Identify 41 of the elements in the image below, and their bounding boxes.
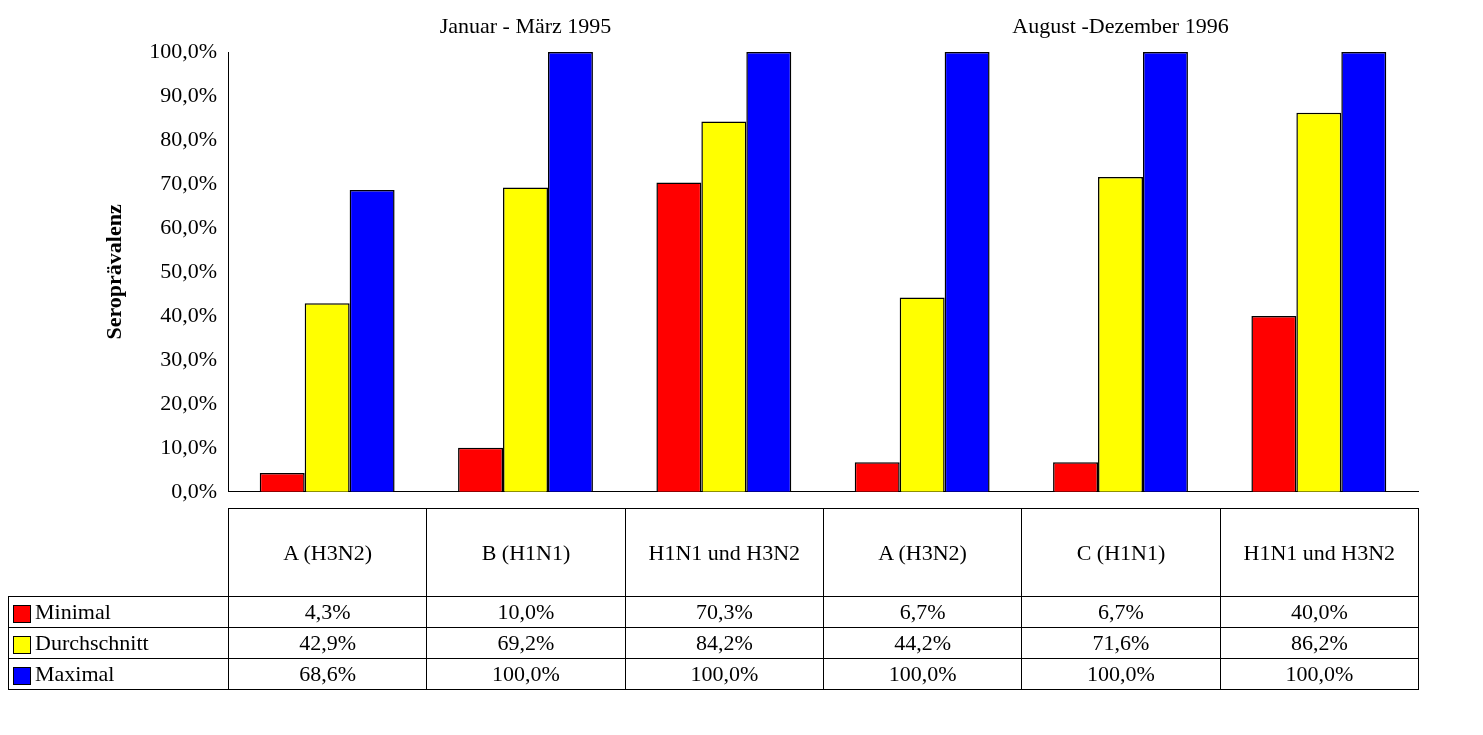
data-label: 68,6% <box>228 658 427 690</box>
data-label: 100,0% <box>1021 658 1221 690</box>
data-label: 100,0% <box>625 658 824 690</box>
y-tick-label: 10,0% <box>160 433 217 459</box>
data-label: 100,0% <box>426 658 626 690</box>
data-label: 44,2% <box>823 627 1022 659</box>
data-label: 6,7% <box>1021 596 1221 628</box>
data-label: 69,2% <box>426 627 626 659</box>
text: August -Dezember 1996 <box>1012 12 1229 38</box>
data-label: 100,0% <box>823 658 1022 690</box>
y-axis-title: Seroprävalenz <box>100 204 126 340</box>
legend-label: Minimal <box>8 596 229 628</box>
x-tick-label: C (H1N1) <box>1021 508 1221 597</box>
x-tick-label: A (H3N2) <box>823 508 1022 597</box>
legend-label: Maximal <box>8 658 229 690</box>
x-tick-label: H1N1 und H3N2 <box>1220 508 1419 597</box>
y-tick-label: 40,0% <box>160 301 217 327</box>
data-label: 10,0% <box>426 596 626 628</box>
data-label: 70,3% <box>625 596 824 628</box>
y-tick-label: 30,0% <box>160 345 217 371</box>
data-label: 71,6% <box>1021 627 1221 659</box>
data-label: 100,0% <box>1220 658 1419 690</box>
y-tick-label: 60,0% <box>160 213 217 239</box>
data-label: 6,7% <box>823 596 1022 628</box>
y-tick-label: 100,0% <box>149 37 217 63</box>
x-tick-label: A (H3N2) <box>228 508 427 597</box>
y-tick-label: 90,0% <box>160 81 217 107</box>
y-tick-label: 20,0% <box>160 389 217 415</box>
y-tick-label: 80,0% <box>160 125 217 151</box>
x-tick-label: B (H1N1) <box>426 508 626 597</box>
x-tick-label: H1N1 und H3N2 <box>625 508 824 597</box>
y-tick-label: 0,0% <box>171 477 217 503</box>
y-tick-label: 70,0% <box>160 169 217 195</box>
data-label: 84,2% <box>625 627 824 659</box>
data-label: 4,3% <box>228 596 427 628</box>
legend-label: Durchschnitt <box>8 627 229 659</box>
data-label: 42,9% <box>228 627 427 659</box>
y-tick-label: 50,0% <box>160 257 217 283</box>
data-label: 86,2% <box>1220 627 1419 659</box>
text: Januar - März 1995 <box>439 12 612 38</box>
data-label: 40,0% <box>1220 596 1419 628</box>
